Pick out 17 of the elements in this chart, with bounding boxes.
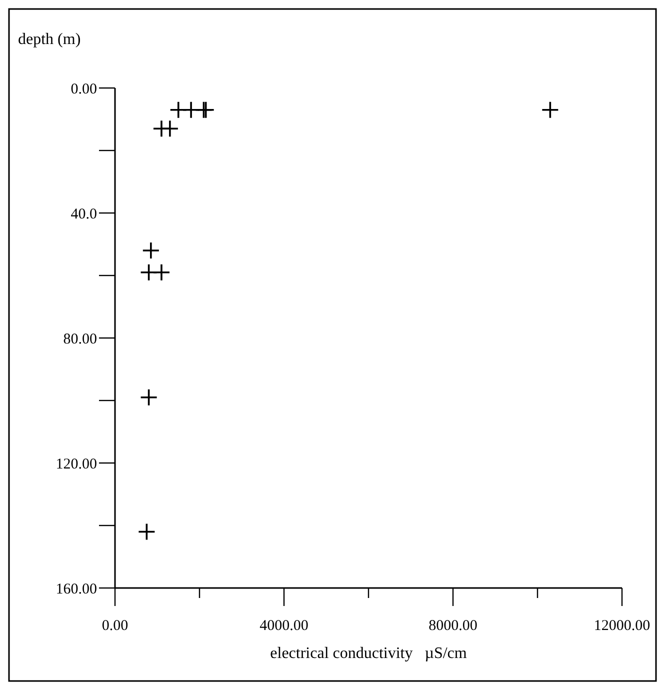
y-tick-label: 0.00 bbox=[70, 81, 97, 98]
point bbox=[138, 522, 156, 541]
y-tick-label: 80.00 bbox=[63, 331, 97, 348]
x-tick-label: 8000.00 bbox=[428, 618, 478, 634]
x-tick-label: 0.00 bbox=[102, 618, 128, 634]
y-tick-label: 120.00 bbox=[56, 456, 97, 472]
y-axis-title: depth (m) bbox=[18, 31, 81, 48]
point bbox=[140, 388, 158, 406]
x-tick-label: 12000.00 bbox=[594, 618, 650, 634]
x-axis-title: electrical conductivity µS/cm bbox=[270, 645, 468, 662]
point bbox=[152, 263, 170, 282]
point bbox=[161, 120, 179, 138]
y-tick-label: 40.0 bbox=[70, 206, 97, 222]
point bbox=[142, 242, 160, 260]
y-tick-label: 160.00 bbox=[56, 581, 97, 598]
x-tick-label: 4000.00 bbox=[260, 618, 308, 634]
point bbox=[541, 100, 560, 119]
